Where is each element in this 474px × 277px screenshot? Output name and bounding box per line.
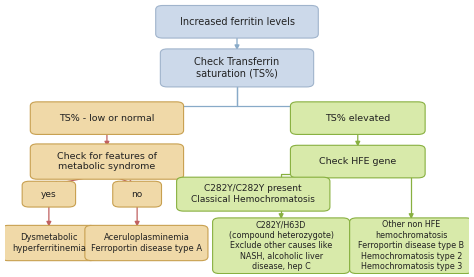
Text: C282Y/H63D
(compound heterozygote)
Exclude other causes like
NASH, alcoholic liv: C282Y/H63D (compound heterozygote) Exclu… — [228, 220, 334, 271]
Text: yes: yes — [41, 190, 57, 199]
Text: Increased ferritin levels: Increased ferritin levels — [180, 17, 294, 27]
FancyBboxPatch shape — [113, 181, 162, 207]
FancyBboxPatch shape — [85, 225, 208, 261]
Text: TS% elevated: TS% elevated — [325, 114, 391, 123]
FancyBboxPatch shape — [213, 218, 350, 274]
FancyBboxPatch shape — [22, 181, 75, 207]
Text: Check Transferrin
saturation (TS%): Check Transferrin saturation (TS%) — [194, 57, 280, 79]
FancyBboxPatch shape — [30, 102, 183, 134]
Text: Check for features of
metabolic syndrome: Check for features of metabolic syndrome — [57, 152, 157, 171]
FancyBboxPatch shape — [1, 225, 97, 261]
FancyBboxPatch shape — [155, 6, 318, 38]
Text: C282Y/C282Y present
Classical Hemochromatosis: C282Y/C282Y present Classical Hemochroma… — [191, 184, 315, 204]
Text: Other non HFE
hemochromatosis
Ferroportin disease type B
Hemochromatosis type 2
: Other non HFE hemochromatosis Ferroporti… — [358, 220, 464, 271]
FancyBboxPatch shape — [160, 49, 314, 87]
Text: Aceruloplasminemia
Ferroportin disease type A: Aceruloplasminemia Ferroportin disease t… — [91, 233, 202, 253]
FancyBboxPatch shape — [291, 145, 425, 178]
FancyBboxPatch shape — [350, 218, 473, 274]
Text: no: no — [131, 190, 143, 199]
Text: TS% - low or normal: TS% - low or normal — [59, 114, 155, 123]
FancyBboxPatch shape — [30, 144, 183, 179]
Text: Dysmetabolic
hyperferritinemia: Dysmetabolic hyperferritinemia — [12, 233, 86, 253]
FancyBboxPatch shape — [177, 177, 330, 211]
Text: Check HFE gene: Check HFE gene — [319, 157, 396, 166]
FancyBboxPatch shape — [291, 102, 425, 134]
